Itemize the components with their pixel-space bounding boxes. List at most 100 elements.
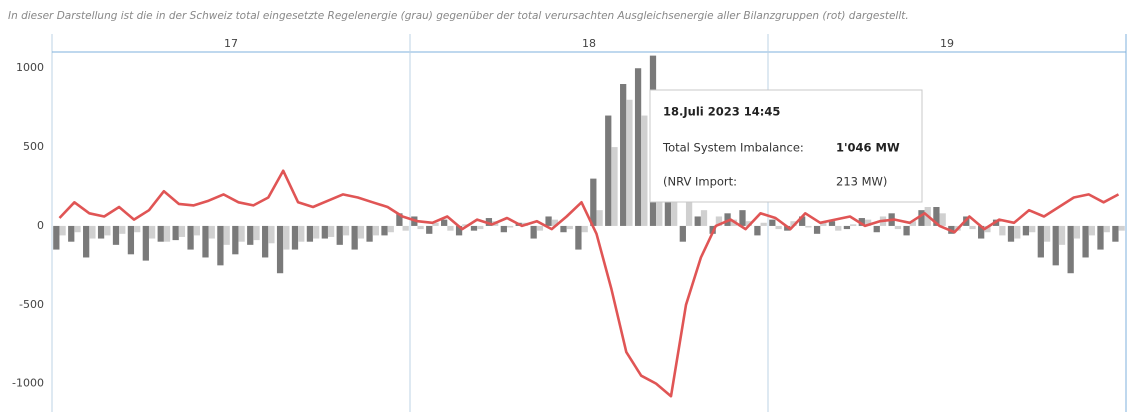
bar (268, 225, 275, 244)
bar (336, 225, 343, 245)
bar (217, 225, 224, 266)
bar (134, 225, 141, 233)
bar (739, 210, 746, 226)
bar (1043, 225, 1051, 242)
line (58, 169, 1120, 398)
bar (694, 216, 701, 226)
tooltip-box (649, 89, 923, 203)
bar (357, 225, 365, 239)
bar (551, 219, 558, 226)
y-tick-label: -500 (19, 298, 44, 311)
bar (590, 178, 597, 226)
x-tick-label: 19 (940, 37, 954, 50)
bar (432, 222, 439, 226)
bar (978, 225, 985, 239)
bar (83, 225, 90, 258)
tooltip-label: (NRV Import: (663, 175, 737, 189)
bar (426, 225, 433, 234)
bar (172, 225, 179, 241)
bar (291, 225, 299, 250)
bar (1118, 225, 1125, 231)
bar (500, 225, 507, 233)
bar (1112, 225, 1119, 242)
bar (208, 225, 215, 239)
bar (157, 225, 164, 242)
bar (790, 221, 797, 226)
bar (417, 225, 424, 230)
bar (306, 225, 314, 242)
bar (1007, 225, 1015, 242)
bar (351, 225, 358, 250)
bar (933, 207, 940, 226)
bar (396, 213, 403, 226)
bar (506, 225, 514, 228)
bar (799, 216, 806, 226)
bar (148, 225, 156, 239)
bar (313, 225, 320, 239)
bar (843, 225, 851, 230)
bar (462, 224, 469, 226)
bar (984, 225, 991, 233)
bar (1058, 225, 1066, 245)
bar (1097, 225, 1104, 250)
bar (873, 225, 880, 233)
bar (939, 213, 946, 226)
bar (536, 225, 544, 231)
bar (641, 115, 648, 226)
bar (342, 225, 350, 236)
tooltip-value: 213 MW) (836, 175, 887, 189)
y-tick-label: -1000 (12, 377, 44, 390)
bar (187, 225, 194, 250)
bar (679, 225, 686, 242)
tooltip-title: 18.Juli 2023 14:45 (663, 105, 780, 119)
bar (596, 210, 603, 226)
bar (769, 219, 776, 226)
bar (455, 225, 463, 236)
bar (605, 115, 612, 226)
bar (202, 225, 209, 258)
bar (163, 225, 171, 242)
bar (909, 221, 916, 226)
plot-area (53, 34, 1125, 412)
bar (59, 225, 66, 236)
bar (754, 225, 761, 236)
bar (620, 84, 627, 226)
bar (53, 225, 60, 250)
bar (760, 222, 767, 226)
bar (745, 221, 752, 226)
bar (387, 225, 394, 233)
bar (127, 225, 135, 255)
bar (477, 225, 484, 230)
bar (626, 99, 633, 226)
bar (864, 219, 872, 226)
bar (858, 218, 865, 226)
bar (581, 225, 588, 233)
bar (969, 225, 976, 230)
bar (1029, 225, 1036, 233)
bar (775, 225, 782, 230)
bar (575, 225, 582, 250)
bar (97, 225, 105, 239)
bar (104, 225, 111, 236)
bar (298, 225, 305, 242)
bar (1037, 225, 1044, 258)
x-tick-label: 18 (582, 37, 596, 50)
bar (321, 225, 328, 239)
bar (835, 225, 842, 231)
chart-subtitle: In dieser Darstellung ist die in der Sch… (8, 10, 909, 22)
bar (232, 225, 239, 255)
bar (276, 225, 284, 274)
bar (685, 202, 693, 226)
bar (262, 225, 269, 258)
tooltip: 18.Juli 2023 14:45 Total System Imbalanc… (649, 89, 923, 203)
bar (715, 216, 723, 226)
bar (485, 218, 493, 226)
bar (918, 210, 925, 226)
bar (820, 222, 827, 226)
bar (238, 225, 245, 242)
bar (247, 225, 254, 245)
bar (381, 225, 388, 236)
bar (470, 225, 478, 231)
bar (813, 225, 821, 234)
bar (366, 225, 373, 242)
